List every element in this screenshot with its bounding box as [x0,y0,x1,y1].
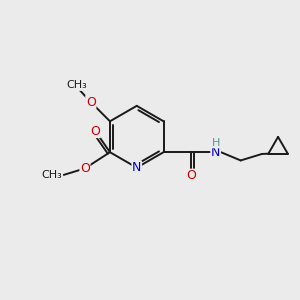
Text: N: N [132,161,141,174]
Text: O: O [187,169,196,182]
Text: H: H [212,138,220,148]
Text: O: O [86,96,96,109]
Text: O: O [90,124,100,137]
Text: O: O [80,162,90,175]
Text: H: H [211,139,220,152]
Text: CH₃: CH₃ [66,80,87,90]
Text: N: N [211,146,220,159]
Text: CH₃: CH₃ [41,170,62,180]
